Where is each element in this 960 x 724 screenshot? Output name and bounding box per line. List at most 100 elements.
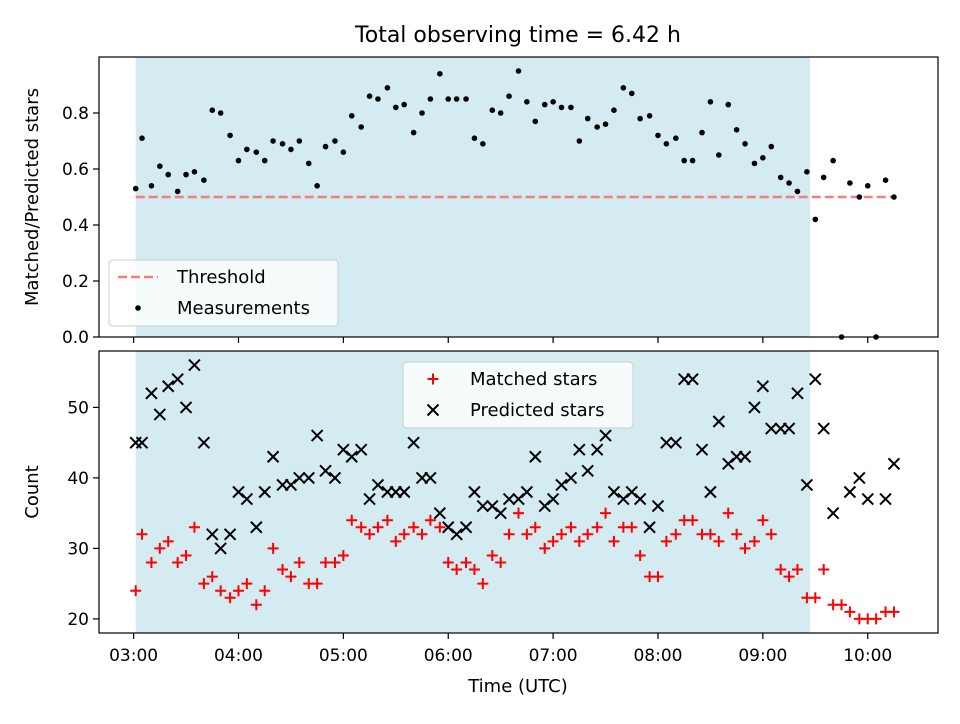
y-tick-label: 50 (67, 398, 89, 418)
measurement-point (777, 174, 784, 181)
matched-star-point (346, 514, 358, 526)
predicted-star-point (266, 450, 280, 463)
measurement-point (655, 132, 661, 139)
measurement-point (689, 157, 696, 164)
measurement-point (611, 107, 617, 113)
predicted-star-point (502, 492, 516, 506)
matched-star-point (364, 528, 376, 540)
matched-star-point (381, 514, 393, 526)
predicted-star-point (651, 499, 665, 513)
matched-star-point (355, 521, 367, 533)
measurement-point (340, 149, 347, 155)
measurement-point (681, 157, 688, 164)
predicted-star-point (179, 401, 193, 414)
matched-star-point (145, 557, 157, 568)
predicted-star-point (476, 499, 490, 513)
matched-star-point (591, 521, 603, 533)
matched-star-point (486, 549, 498, 561)
predicted-star-point (520, 485, 534, 499)
matched-star-point (670, 528, 682, 540)
measurement-point (506, 93, 512, 99)
measurement-point (584, 115, 591, 122)
matched-star-point (477, 578, 489, 590)
matched-star-point (783, 571, 795, 583)
matched-star-point (687, 514, 699, 526)
predicted-star-point (407, 436, 420, 449)
matched-star-point (818, 564, 830, 576)
matched-star-point (188, 521, 200, 533)
measurement-point (174, 188, 181, 195)
matched-star-point (172, 557, 184, 568)
measurement-point (270, 138, 276, 144)
y-tick-label: 0.4 (62, 216, 89, 236)
matched-star-point (398, 528, 410, 540)
ratio-panel: 0.00.20.40.60.8 Matched/Predicted stars … (22, 56, 939, 348)
matched-star-point (529, 521, 541, 533)
measurement-point (637, 115, 643, 122)
matched-star-point (277, 564, 289, 576)
x-axis-label: Time (UTC) (467, 676, 568, 697)
predicted-star-point (573, 443, 586, 456)
x-tick-label: 08:00 (633, 646, 682, 666)
matched-star-point (704, 528, 716, 540)
measurement-point (768, 143, 775, 150)
predicted-star-point (809, 372, 822, 386)
measurement-point (663, 141, 670, 147)
measurement-point (419, 110, 425, 116)
predicted-star-point (354, 443, 368, 456)
matched-star-point (582, 528, 594, 540)
matched-star-point (224, 592, 236, 604)
predicted-star-point (546, 492, 560, 506)
predicted-star-point (494, 506, 507, 520)
predicted-star-point (328, 471, 342, 485)
measurement-point (332, 138, 338, 144)
measurement-point (132, 185, 139, 192)
matched-star-point (660, 535, 672, 547)
matched-star-point (206, 571, 218, 583)
predicted-star-point (188, 358, 201, 372)
predicted-star-point (843, 485, 857, 499)
predicted-star-point (555, 478, 568, 492)
y-tick-label: 0.6 (62, 160, 89, 180)
predicted-star-point (529, 450, 542, 463)
predicted-star-point (826, 506, 840, 520)
measurement-point (568, 104, 574, 111)
matched-star-point (215, 585, 227, 597)
predicted-star-point (302, 471, 315, 485)
matched-star-point (293, 557, 305, 568)
measurement-point (882, 177, 889, 183)
measurement-point (437, 71, 443, 77)
predicted-star-point (599, 429, 612, 442)
measurement-point (445, 96, 452, 102)
matched-star-point (634, 549, 646, 561)
predicted-star-point (791, 387, 804, 400)
matched-star-point (775, 564, 787, 576)
matched-star-point (320, 557, 332, 568)
measurement-point (261, 157, 268, 164)
predicted-star-point (695, 443, 709, 456)
predicted-star-point (162, 380, 175, 393)
predicted-star-point (214, 542, 227, 555)
predicted-star-point (879, 492, 892, 506)
matched-star-point (757, 514, 769, 526)
y-tick-label: 0.0 (62, 328, 89, 348)
legend-label: Matched stars (470, 369, 597, 390)
matched-star-point (130, 585, 142, 597)
measurement-point (427, 96, 434, 102)
predicted-star-point (782, 422, 796, 435)
predicted-star-point (424, 471, 437, 485)
predicted-star-point (748, 401, 761, 414)
measurement-point (532, 118, 539, 125)
matched-star-point (722, 507, 734, 519)
measurement-point (217, 110, 224, 116)
legend-matched-swatch (427, 373, 439, 385)
measurement-point (786, 180, 792, 186)
measurement-point (830, 157, 836, 164)
legend-predicted-swatch (426, 403, 440, 417)
count-panel-frame (98, 350, 939, 634)
predicted-star-point (319, 464, 332, 478)
measurement-point (725, 101, 732, 108)
measurement-point (463, 96, 469, 102)
matched-star-point (372, 521, 384, 533)
